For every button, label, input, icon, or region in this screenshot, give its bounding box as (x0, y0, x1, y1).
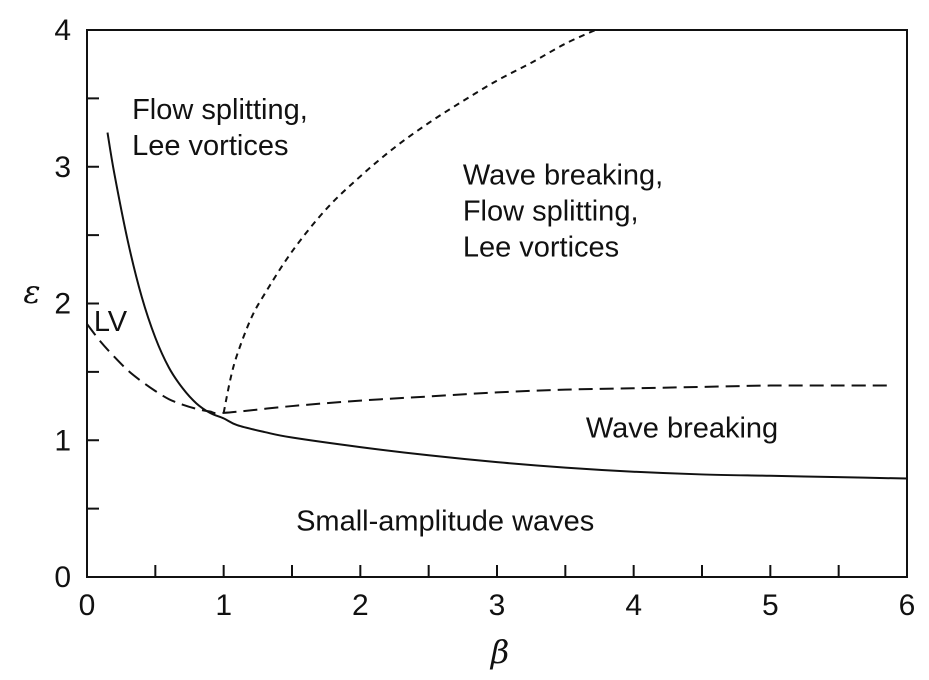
x-tick-label: 5 (762, 589, 779, 622)
x-tick-label: 4 (625, 589, 642, 622)
region-label-line: Flow splitting, (463, 196, 639, 228)
axis-ticks (86, 29, 908, 578)
x-tick-label: 3 (489, 589, 506, 622)
x-tick-label: 6 (899, 589, 916, 622)
axis-tick-labels: 0 1 2 3 4 5 6 0 1 2 3 4 (54, 14, 915, 622)
series-layer (86, 29, 908, 480)
series-short-dash-line (222, 29, 596, 414)
region-label-line: Flow splitting, (132, 94, 308, 126)
series-long-dash-line (86, 323, 894, 415)
x-tick-label: 2 (352, 589, 369, 622)
y-tick-label: 0 (54, 561, 71, 594)
y-axis-title: ε (23, 273, 40, 311)
region-label-line: Lee vortices (132, 130, 288, 162)
x-axis-title: β (490, 633, 510, 671)
region-label: Wave breaking (586, 413, 778, 445)
region-label: Small-amplitude waves (296, 506, 594, 538)
region-label-line: Small-amplitude waves (296, 506, 594, 538)
series-solid-line (106, 132, 908, 480)
region-label: Wave breaking, Flow splitting, Lee vortice… (463, 160, 663, 264)
region-label-line: Wave breaking (586, 413, 778, 445)
y-tick-label: 2 (54, 288, 71, 321)
region-label-line: LV (94, 306, 128, 338)
region-label: LV (94, 306, 128, 338)
region-label-line: Lee vortices (463, 232, 619, 264)
x-tick-label: 1 (215, 589, 232, 622)
y-tick-label: 4 (54, 14, 71, 47)
y-tick-label: 1 (54, 424, 71, 457)
region-label-line: Wave breaking, (463, 160, 663, 192)
x-tick-label: 0 (79, 589, 96, 622)
region-label: Flow splitting, Lee vortices (132, 94, 308, 162)
y-tick-label: 3 (54, 151, 71, 184)
